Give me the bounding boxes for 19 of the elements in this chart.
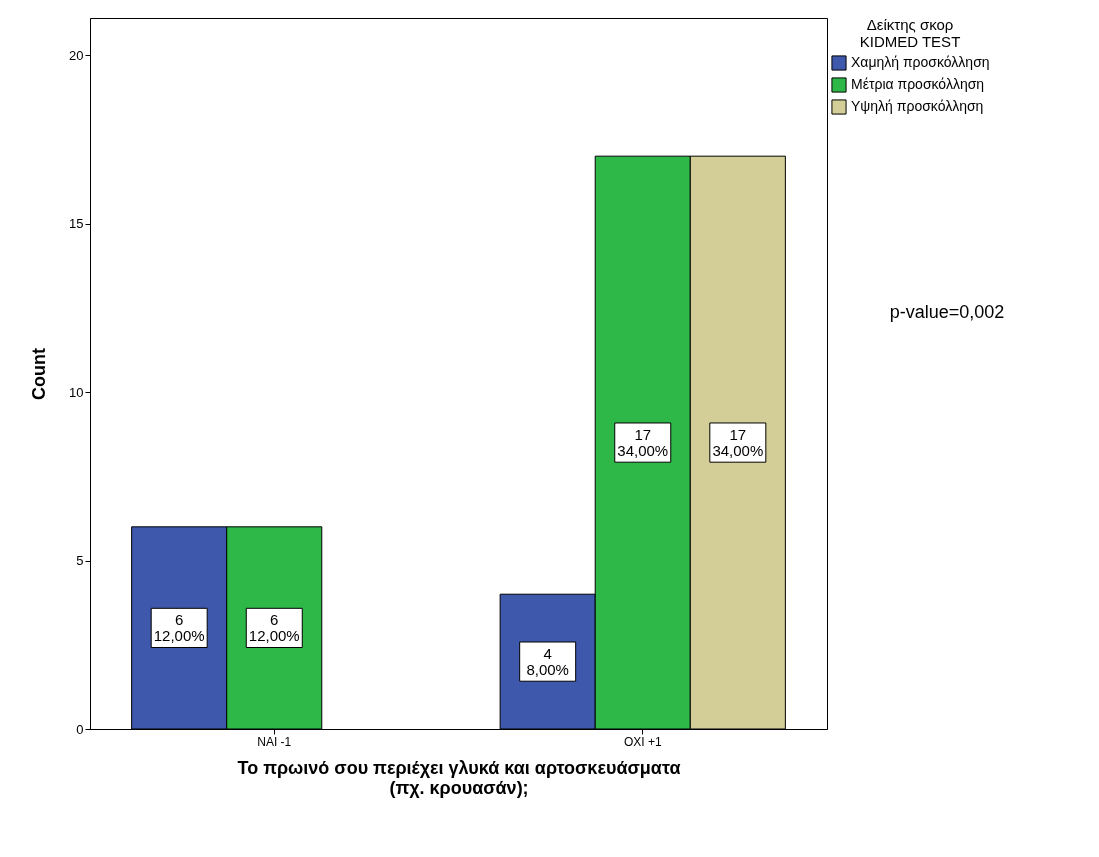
x-tick-label: ΟΧΙ +1 [623, 734, 662, 749]
legend-title: Δείκτης σκορ KIDMED TEST [859, 16, 961, 50]
legend-label: Υψηλή προσκόλληση [851, 98, 984, 114]
legend-label: Χαμηλή προσκόλληση [851, 54, 990, 70]
y-axis-title: Count [29, 348, 50, 400]
data-label: 17 34,00% [712, 425, 764, 459]
data-label: 4 8,00% [526, 644, 569, 678]
y-tick-label: 20 [69, 47, 84, 63]
legend-label: Μέτρια προσκόλληση [851, 76, 985, 92]
data-label: 17 34,00% [617, 425, 669, 459]
y-tick-label: 15 [69, 216, 84, 232]
y-tick-label: 10 [69, 384, 84, 400]
data-label: 6 12,00% [248, 610, 300, 644]
x-tick-label: ΝΑΙ -1 [257, 734, 292, 749]
y-tick-label: 0 [76, 721, 84, 737]
data-label: 6 12,00% [153, 610, 205, 644]
text: p-value=0,002 [889, 302, 1005, 322]
x-axis-title: Το πρωινό σου περιέχει γλυκά και αρτοσκευάσματα (πχ. κρουασάν); [237, 757, 681, 798]
y-tick-label: 5 [76, 553, 84, 569]
